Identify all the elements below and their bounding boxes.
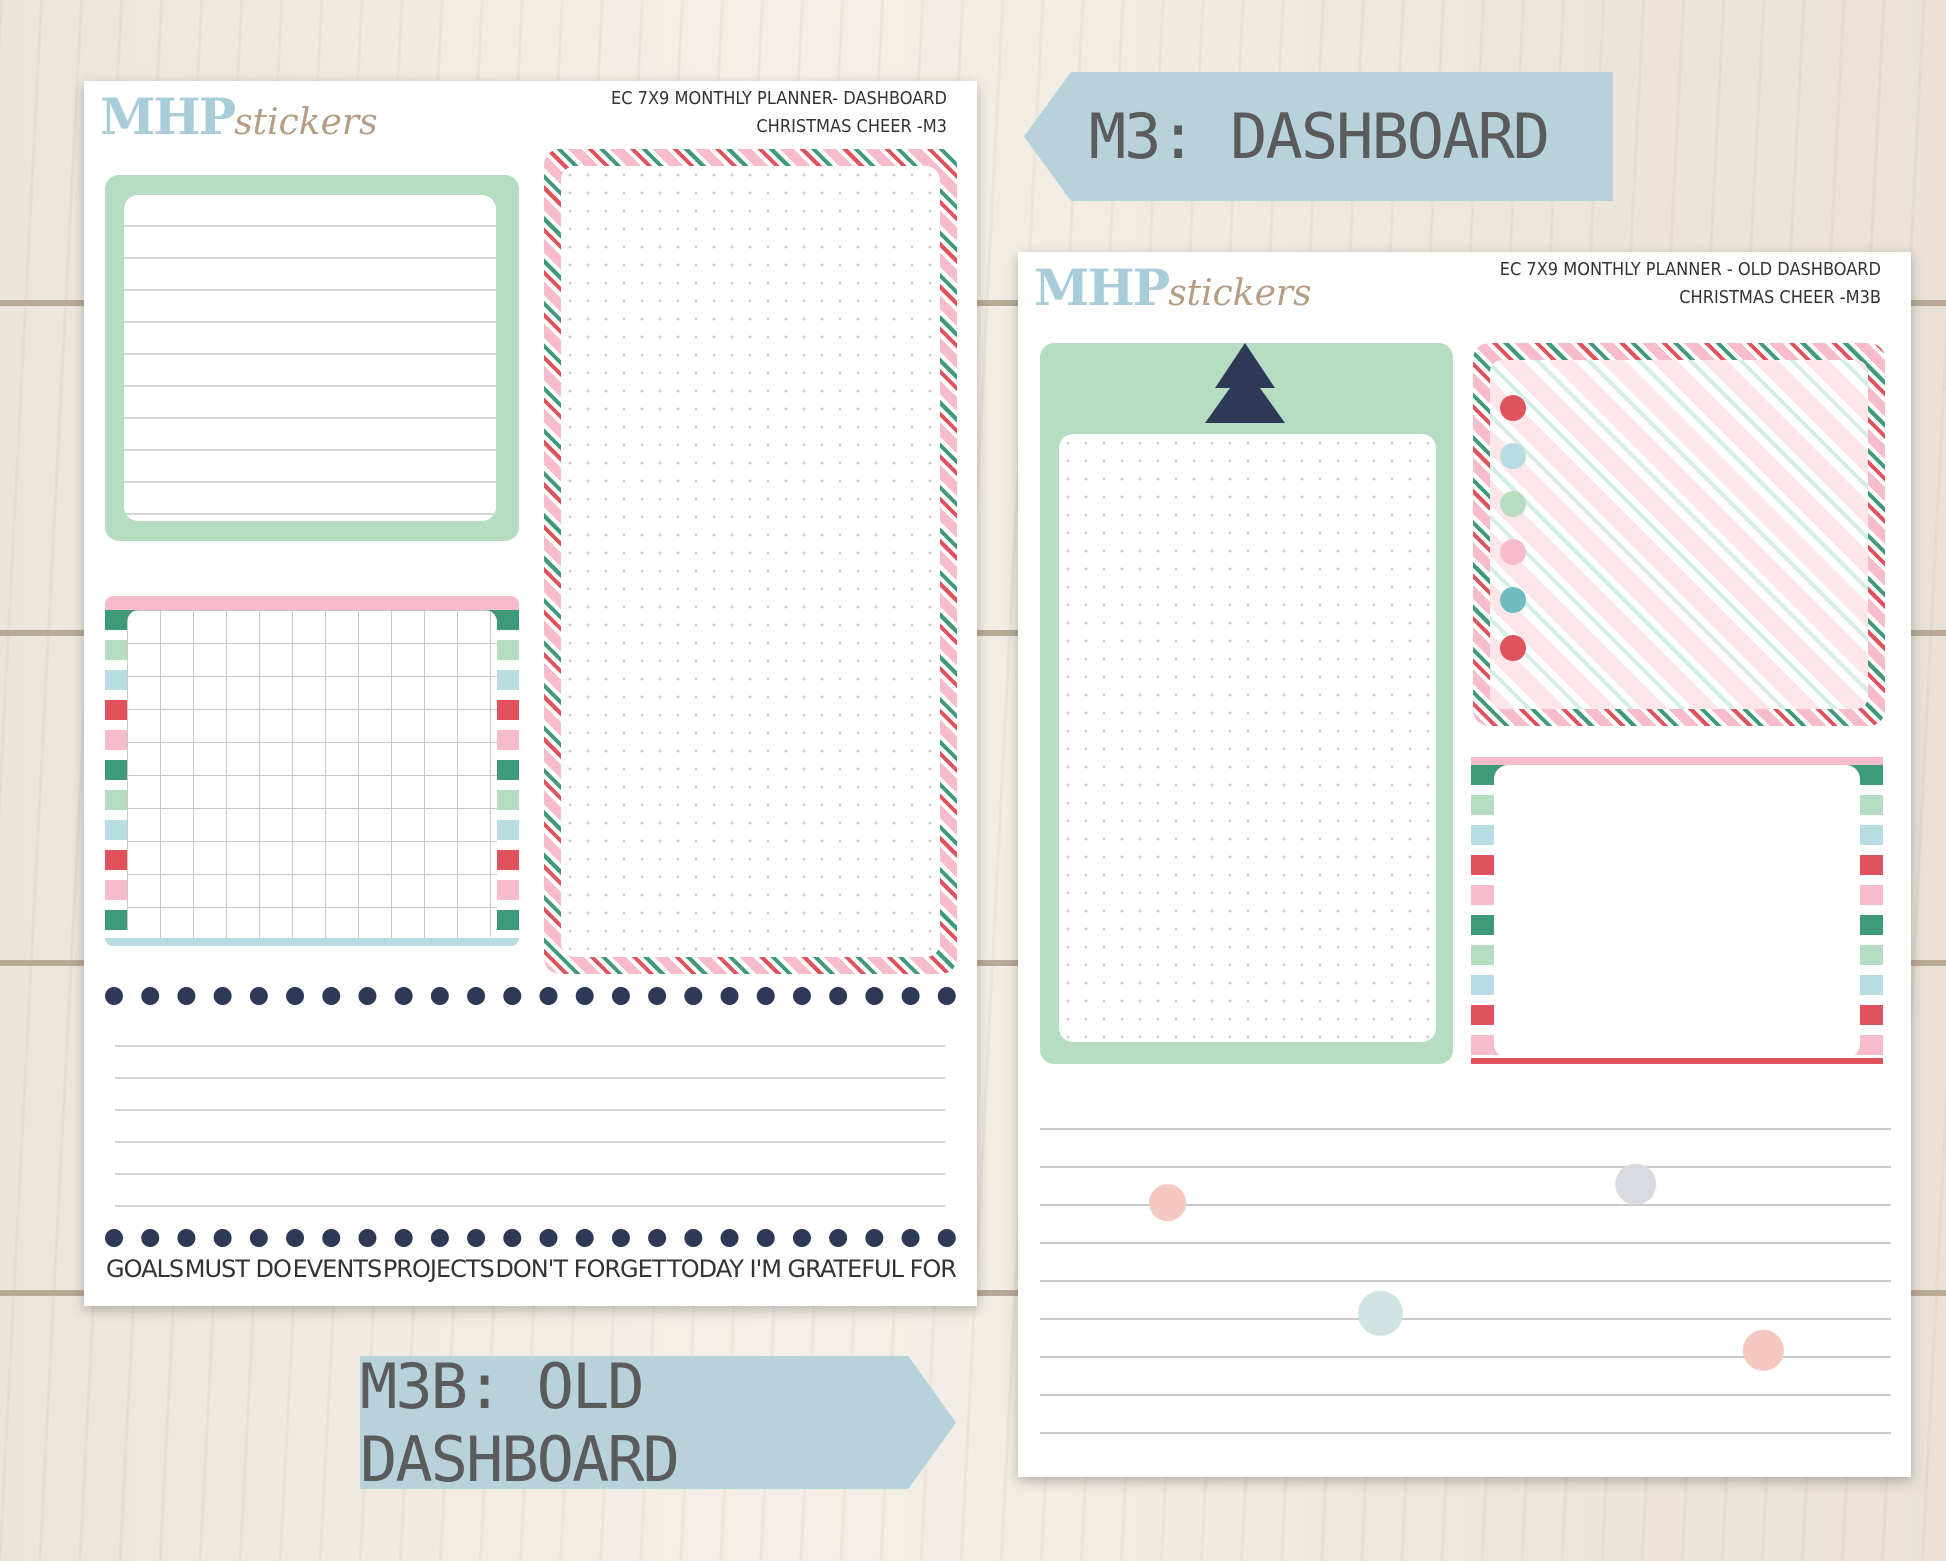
striped-area — [1490, 360, 1868, 709]
sheet-title: EC 7X9 MONTHLY PLANNER- DASHBOARD CHRIST… — [611, 85, 947, 141]
blank-area — [1494, 765, 1860, 1058]
stripe-box — [1473, 343, 1885, 726]
green-box — [105, 175, 519, 541]
lined-area — [115, 1015, 945, 1225]
label: MUST DO — [184, 1255, 292, 1283]
label: TODAY I'M GRATEFUL FOR — [667, 1255, 957, 1283]
lined-strip — [105, 987, 956, 1247]
tree-icon — [1205, 343, 1285, 423]
tag-text: M3: DASHBOARD — [1088, 100, 1550, 173]
title-line: EC 7X9 MONTHLY PLANNER - OLD DASHBOARD — [1499, 259, 1881, 280]
dot-column — [1500, 395, 1526, 661]
title-line: EC 7X9 MONTHLY PLANNER- DASHBOARD — [610, 88, 947, 109]
label-row: GOALS MUST DO EVENTS PROJECTS DON'T FORG… — [106, 1255, 957, 1283]
logo-main: MHP — [100, 87, 236, 146]
dot-area — [1059, 434, 1436, 1042]
label: PROJECTS — [382, 1255, 495, 1283]
logo-script: stickers — [1168, 273, 1312, 314]
side-stripe-box — [1471, 757, 1883, 1064]
logo: MHPstickers — [1034, 258, 1312, 317]
tag-old-dashboard: M3B: OLD DASHBOARD — [360, 1356, 956, 1489]
logo-main: MHP — [1034, 258, 1170, 317]
logo-script: stickers — [234, 102, 378, 143]
label: EVENTS — [292, 1255, 383, 1283]
sheet-title: EC 7X9 MONTHLY PLANNER - OLD DASHBOARD C… — [1500, 256, 1881, 312]
logo: MHPstickers — [100, 87, 378, 146]
grid-box — [105, 596, 519, 946]
grid-area — [127, 610, 497, 938]
lined-area — [124, 195, 496, 521]
sheet-m3: MHPstickers EC 7X9 MONTHLY PLANNER- DASH… — [84, 81, 977, 1306]
tag-dashboard: M3: DASHBOARD — [1024, 72, 1613, 201]
dot-area — [561, 166, 940, 957]
tag-text: M3B: OLD DASHBOARD — [360, 1349, 680, 1496]
title-line: CHRISTMAS CHEER -M3B — [1679, 287, 1881, 308]
stripe-box — [544, 149, 957, 974]
sheet-m3b: MHPstickers EC 7X9 MONTHLY PLANNER - OLD… — [1018, 252, 1911, 1477]
green-box — [1040, 343, 1453, 1064]
tree-strip — [1040, 1092, 1891, 1461]
label: DON'T FORGET — [495, 1255, 666, 1283]
label: GOALS — [106, 1255, 184, 1283]
title-line: CHRISTMAS CHEER -M3 — [756, 116, 947, 137]
